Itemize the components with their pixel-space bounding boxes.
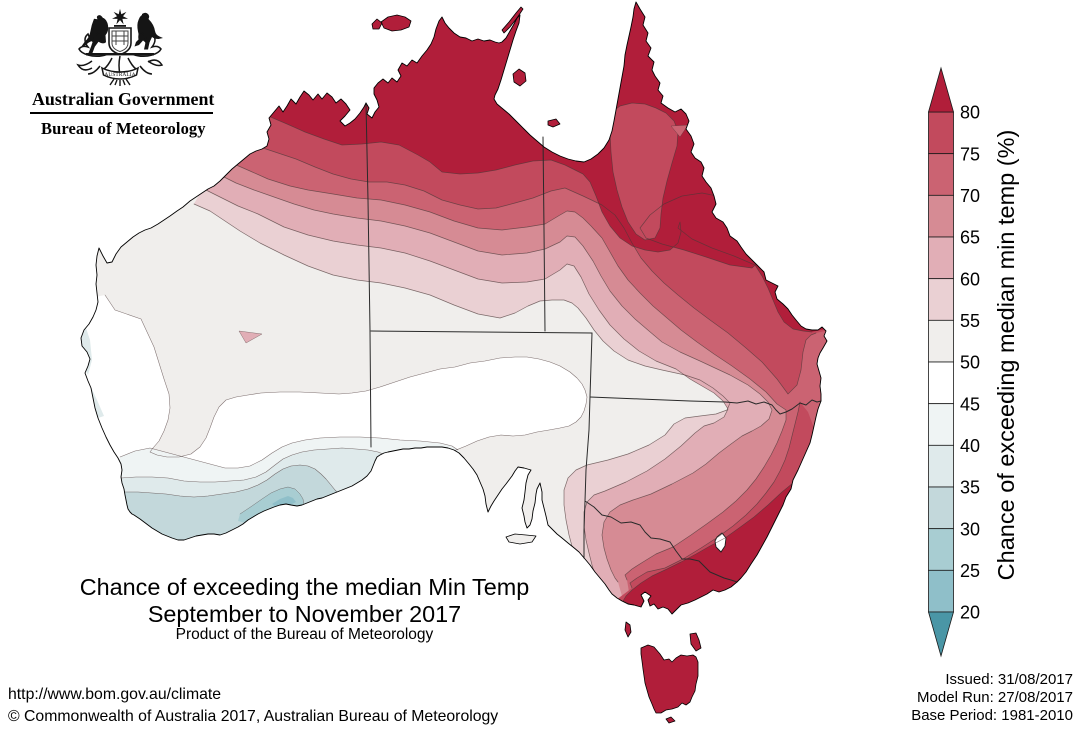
svg-text:Chance of exceeding median min: Chance of exceeding median min temp (%) [993, 130, 1019, 581]
svg-text:25: 25 [960, 561, 980, 581]
svg-text:75: 75 [960, 144, 980, 164]
svg-text:45: 45 [960, 394, 980, 414]
svg-text:35: 35 [960, 478, 980, 498]
svg-text:55: 55 [960, 311, 980, 331]
svg-text:AUSTRALIA: AUSTRALIA [104, 72, 135, 78]
svg-text:30: 30 [960, 519, 980, 539]
svg-text:80: 80 [960, 103, 980, 123]
svg-text:60: 60 [960, 269, 980, 289]
svg-text:50: 50 [960, 353, 980, 373]
svg-text:65: 65 [960, 228, 980, 248]
svg-text:20: 20 [960, 603, 980, 623]
svg-text:40: 40 [960, 436, 980, 456]
svg-text:70: 70 [960, 186, 980, 206]
